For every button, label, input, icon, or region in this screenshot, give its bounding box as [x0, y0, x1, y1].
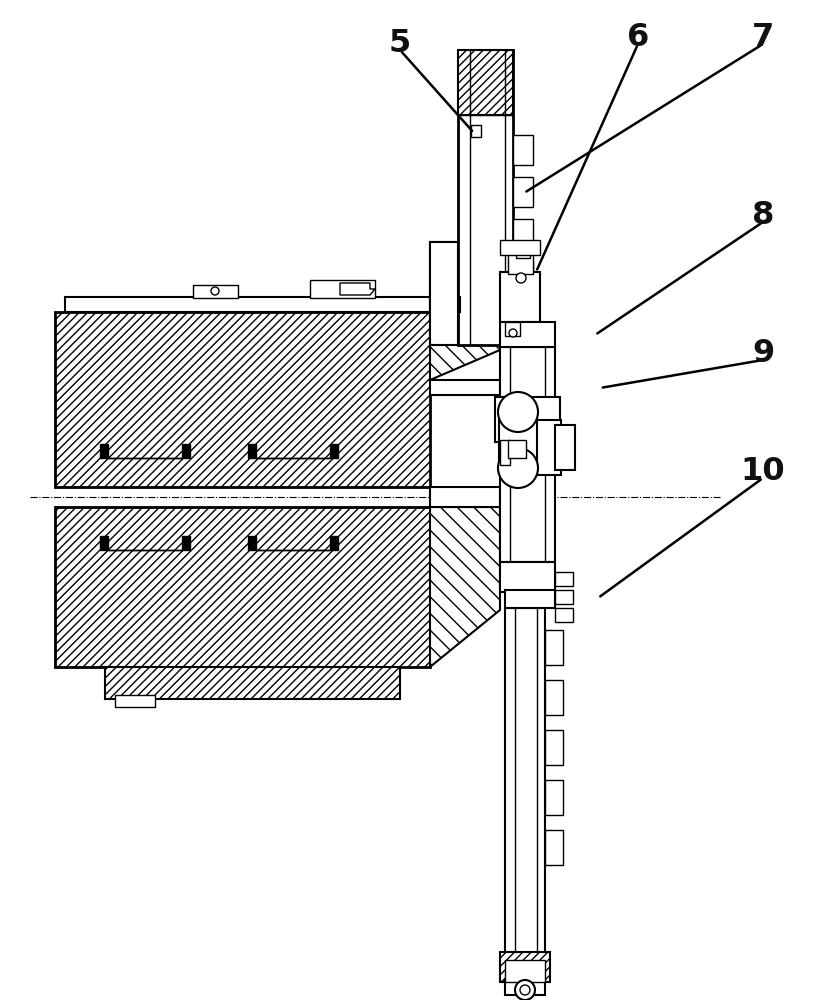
Bar — [499, 410, 537, 470]
Text: 8: 8 — [752, 200, 774, 231]
Bar — [430, 380, 500, 395]
Bar — [505, 590, 555, 608]
Bar — [513, 261, 533, 291]
Bar — [505, 322, 520, 336]
Bar — [545, 830, 563, 865]
Bar — [555, 590, 573, 604]
Bar — [513, 177, 533, 207]
Polygon shape — [430, 242, 500, 380]
Bar — [500, 240, 540, 255]
Text: 5: 5 — [389, 28, 411, 59]
Bar — [55, 312, 430, 487]
Polygon shape — [100, 536, 190, 550]
Bar — [500, 272, 540, 322]
Circle shape — [498, 392, 538, 432]
Bar — [545, 680, 563, 715]
Bar — [505, 960, 545, 982]
Bar — [458, 50, 513, 345]
Circle shape — [520, 985, 530, 995]
Circle shape — [509, 329, 517, 337]
Bar — [193, 285, 238, 298]
Bar — [500, 322, 555, 347]
Polygon shape — [430, 242, 458, 345]
Bar — [495, 397, 560, 442]
Bar — [55, 507, 430, 667]
Text: 7: 7 — [752, 22, 774, 53]
Bar — [545, 630, 563, 665]
Polygon shape — [248, 444, 338, 458]
Bar — [505, 980, 545, 995]
Bar — [513, 219, 533, 249]
Bar — [555, 572, 573, 586]
Bar — [536, 420, 561, 475]
Bar — [508, 440, 526, 458]
Bar — [500, 562, 555, 592]
Polygon shape — [340, 283, 375, 295]
Circle shape — [516, 273, 526, 283]
Bar — [505, 608, 545, 953]
Circle shape — [211, 287, 219, 295]
Bar — [430, 487, 500, 507]
Bar — [545, 780, 563, 815]
Bar — [471, 125, 481, 137]
Bar — [458, 50, 513, 115]
Bar — [508, 252, 533, 274]
Polygon shape — [248, 536, 338, 550]
Text: 9: 9 — [752, 338, 774, 369]
Text: 10: 10 — [740, 456, 785, 487]
Bar — [545, 730, 563, 765]
Bar — [105, 667, 400, 699]
Bar — [500, 440, 510, 465]
Text: 6: 6 — [627, 22, 649, 53]
Polygon shape — [100, 444, 190, 458]
Circle shape — [498, 448, 538, 488]
Bar — [555, 425, 575, 470]
Bar — [555, 608, 573, 622]
Circle shape — [515, 980, 535, 1000]
Polygon shape — [430, 507, 500, 667]
Bar — [115, 695, 155, 707]
Polygon shape — [430, 242, 500, 297]
Bar — [500, 347, 555, 562]
Bar — [513, 135, 533, 165]
Bar — [310, 280, 375, 298]
Bar — [500, 952, 550, 982]
Bar — [516, 248, 530, 258]
Bar — [65, 297, 430, 312]
Bar — [430, 297, 460, 312]
